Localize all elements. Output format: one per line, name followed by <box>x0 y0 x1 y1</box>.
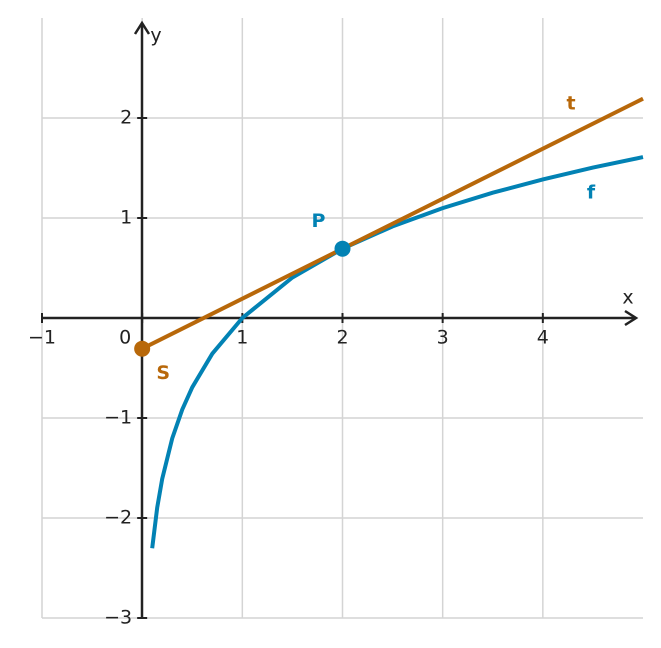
curve <box>141 96 644 351</box>
point <box>134 340 151 357</box>
x-tick-label: 1 <box>236 327 248 349</box>
x-axis-label: x <box>622 287 633 309</box>
y-tick-label: 1 <box>120 207 132 229</box>
point-label: S <box>156 362 170 384</box>
point <box>334 240 351 257</box>
axes: x y <box>41 20 639 619</box>
y-tick-label: −1 <box>104 407 132 429</box>
y-arrow <box>133 20 151 35</box>
point-label: P <box>312 210 326 232</box>
x-tick-label: 2 <box>336 327 348 349</box>
y-tick-label: −3 <box>104 607 132 629</box>
y-tick-label: −2 <box>104 507 132 529</box>
x-tick-label: −1 <box>28 327 56 349</box>
curve-label: t <box>566 93 575 115</box>
x-arrow <box>624 309 639 327</box>
x-tick-label: 0 <box>119 327 131 349</box>
x-tick-label: 4 <box>537 327 549 349</box>
curve <box>150 155 644 549</box>
x-tick-label: 3 <box>437 327 449 349</box>
y-axis-label: y <box>150 25 161 47</box>
curve-label: f <box>587 182 596 204</box>
y-tick-label: 2 <box>120 107 132 129</box>
